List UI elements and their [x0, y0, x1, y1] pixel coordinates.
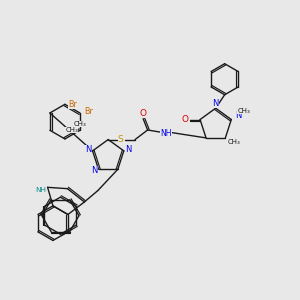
Text: N: N — [125, 145, 131, 154]
Text: N: N — [212, 99, 219, 108]
Text: NH: NH — [160, 129, 172, 138]
Text: O: O — [140, 109, 147, 118]
Text: CH₃: CH₃ — [238, 108, 250, 114]
Text: N: N — [91, 166, 98, 175]
Text: CH₃: CH₃ — [65, 127, 78, 133]
Text: Br: Br — [84, 107, 93, 116]
Text: Br: Br — [68, 100, 77, 109]
Text: CH₃: CH₃ — [74, 121, 86, 127]
Text: NH: NH — [35, 187, 46, 193]
Text: O: O — [181, 115, 188, 124]
Text: N: N — [235, 112, 241, 121]
Text: CH₃: CH₃ — [228, 140, 241, 146]
Text: S: S — [118, 135, 124, 144]
Text: N: N — [85, 145, 92, 154]
